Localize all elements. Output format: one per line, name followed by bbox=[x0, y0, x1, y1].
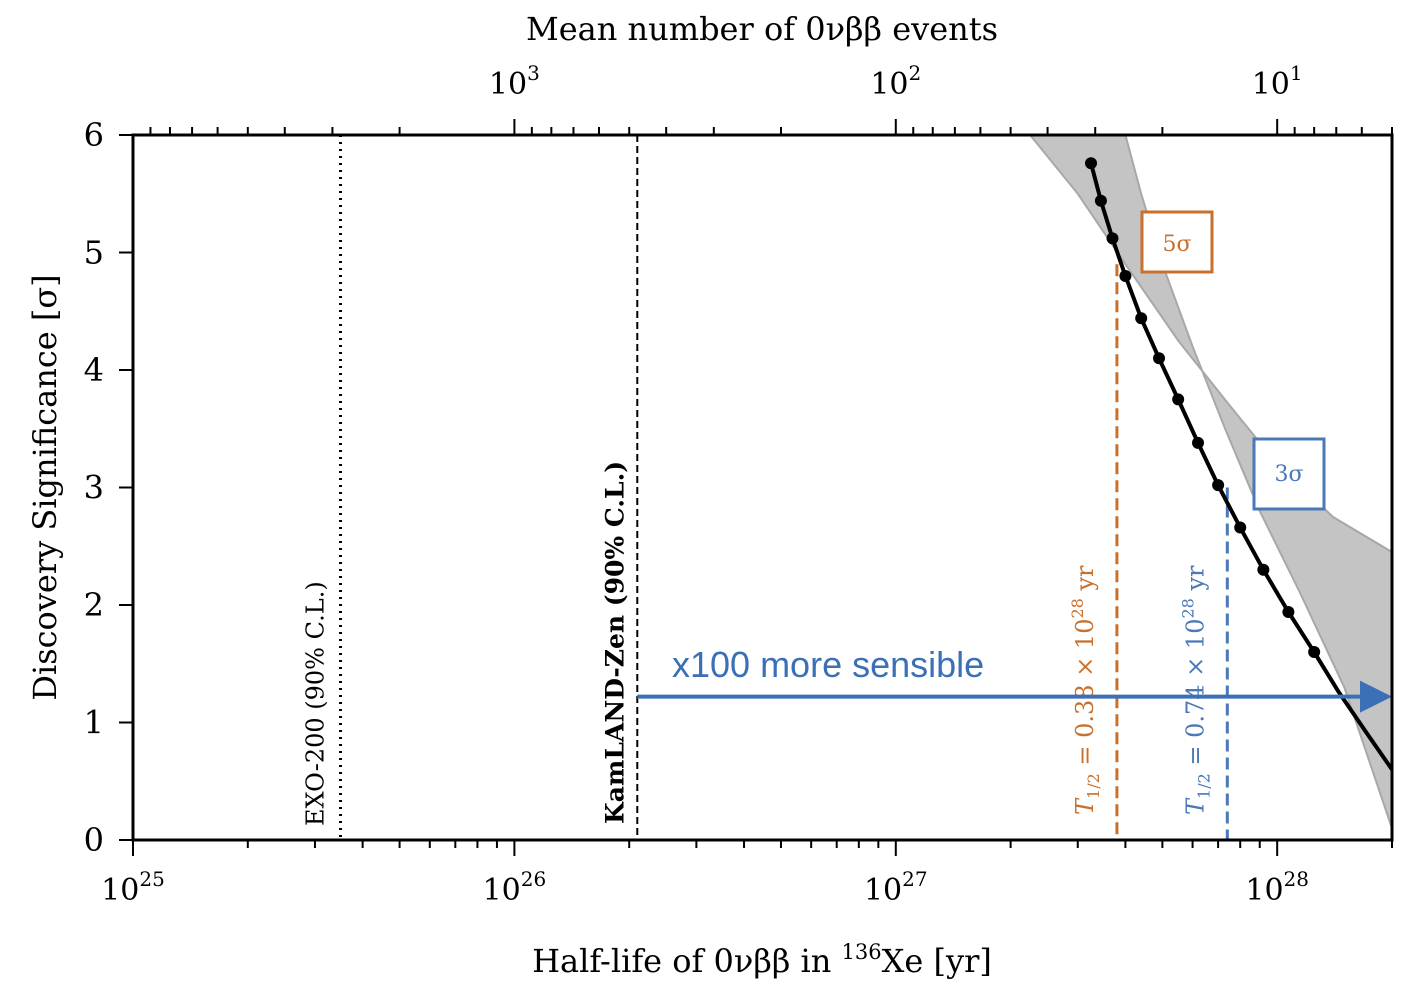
y-tick-label-2: 2 bbox=[84, 586, 104, 624]
x-tick-label-0: 1025 bbox=[101, 867, 165, 908]
x-axis-label: Half-life of 0νββ in 136Xe [yr] bbox=[532, 940, 992, 980]
curve-point-1 bbox=[1094, 194, 1107, 207]
curve-point-4 bbox=[1135, 312, 1148, 325]
box-3sigma bbox=[1252, 437, 1326, 511]
y-tick-label-1: 1 bbox=[84, 704, 104, 742]
halflife-3sigma-label: T1/2 = 0.74 × 1028 yr bbox=[1178, 565, 1213, 815]
x-tick-label-1: 1026 bbox=[483, 867, 547, 908]
curve-point-7 bbox=[1192, 436, 1205, 449]
top-axis-label: Mean number of 0νββ events bbox=[526, 10, 998, 48]
top-tick-label-2: 101 bbox=[1252, 61, 1303, 102]
exo200-label: EXO-200 (90% C.L.) bbox=[302, 581, 330, 826]
curve-point-10 bbox=[1257, 563, 1270, 576]
curve-point-12 bbox=[1308, 646, 1321, 658]
y-tick-label-0: 0 bbox=[84, 821, 104, 859]
curve-point-8 bbox=[1212, 479, 1225, 492]
significance-curve bbox=[1089, 162, 1392, 771]
curve-point-3 bbox=[1119, 270, 1132, 282]
curve-point-0 bbox=[1085, 157, 1098, 170]
y-axis-label: Discovery Significance [σ] bbox=[26, 274, 64, 700]
sensitivity-arrow-label: x100 more sensible bbox=[672, 644, 984, 685]
top-tick-label-1: 102 bbox=[870, 61, 921, 102]
box-3sigma-label: 3σ bbox=[1274, 462, 1303, 487]
box-5sigma-label: 5σ bbox=[1162, 232, 1191, 257]
y-tick-label-3: 3 bbox=[84, 469, 104, 507]
x-tick-label-2: 1027 bbox=[864, 867, 928, 908]
x-tick-label-3: 1028 bbox=[1245, 867, 1309, 908]
curve-point-2 bbox=[1106, 232, 1119, 245]
y-tick-label-6: 6 bbox=[84, 116, 104, 154]
box-5sigma bbox=[1140, 210, 1214, 274]
curve-point-9 bbox=[1234, 521, 1247, 534]
kamland-label: KamLAND-Zen (90% C.L.) bbox=[600, 461, 629, 824]
curve-point-6 bbox=[1172, 393, 1185, 406]
curve-point-11 bbox=[1282, 606, 1295, 619]
curve-point-5 bbox=[1153, 352, 1166, 365]
y-tick-label-5: 5 bbox=[84, 234, 104, 272]
halflife-5sigma-label: T1/2 = 0.38 × 1028 yr bbox=[1068, 565, 1103, 815]
top-tick-label-0: 103 bbox=[489, 61, 540, 102]
y-tick-label-4: 4 bbox=[84, 351, 104, 389]
